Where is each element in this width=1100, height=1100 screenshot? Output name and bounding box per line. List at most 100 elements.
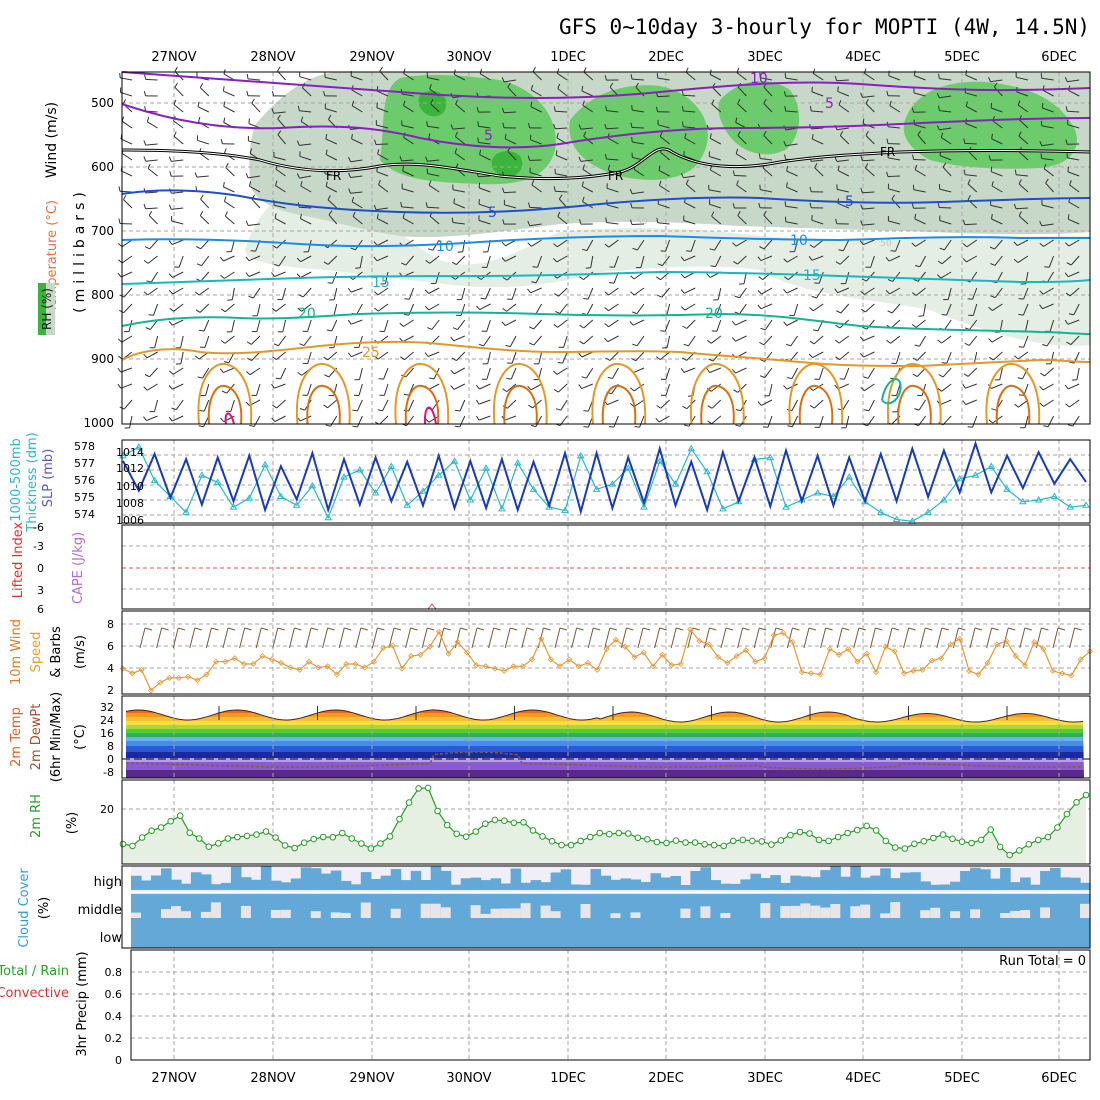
wind-barb-flag — [553, 370, 558, 375]
wind-barb-flag — [1039, 385, 1044, 391]
wind-speed-point — [538, 635, 545, 642]
wind-barb — [890, 335, 901, 344]
wind-barb — [683, 126, 696, 129]
wind-barb-flag — [655, 106, 659, 112]
wind-barb-flag — [425, 202, 428, 208]
wind-barb — [943, 239, 952, 251]
wind-barb-flag — [529, 342, 535, 346]
wind-barb — [273, 111, 286, 114]
wind-barb — [891, 303, 901, 314]
cloud-high-bar — [820, 870, 831, 890]
wind-speed-point — [398, 665, 405, 672]
thickness-point — [466, 496, 475, 503]
wind-barb-flag — [427, 248, 434, 251]
wind-barb-flag — [532, 266, 538, 268]
wind-barb — [504, 415, 517, 421]
precip-tick: 0.4 — [105, 1010, 123, 1023]
rh2m-point — [377, 840, 384, 847]
wind-barb — [915, 239, 926, 247]
wind10m-barb-flag — [908, 627, 916, 631]
rh2m-point — [1035, 836, 1042, 844]
rh2m-point — [386, 833, 394, 840]
wind10m-barb — [720, 627, 727, 649]
wind-barb-flag — [450, 336, 455, 342]
cloud-mid-bar — [700, 893, 711, 918]
wind-barb — [662, 255, 670, 266]
wind-barb-flag — [967, 195, 971, 200]
wind-speed-point — [752, 658, 759, 665]
wind-barb-flag — [297, 105, 300, 111]
ylabel-wind10m-3: & Barbs — [49, 626, 64, 678]
wind-barb — [307, 351, 312, 364]
cloud-mid-gap — [780, 906, 791, 918]
wind-barb — [1067, 171, 1080, 177]
wind-barb-flag — [783, 258, 788, 263]
wind-barb — [149, 239, 158, 250]
wind-barb-flag — [404, 314, 410, 316]
wind-barb — [939, 78, 952, 81]
wind-barb-flag — [168, 321, 173, 326]
wind-barb — [256, 303, 261, 316]
wind-barb — [351, 89, 363, 97]
rh-fill-green — [903, 81, 1077, 169]
wind-barb-flag — [425, 156, 428, 162]
wind-barb-flag — [914, 164, 918, 170]
cloud-high-bar — [360, 872, 372, 890]
wind-barb — [968, 335, 978, 346]
wind-barb — [665, 383, 671, 396]
cloud-mid-gap — [680, 908, 691, 918]
cloud-low-bar — [370, 918, 382, 948]
wind-barb — [556, 72, 568, 81]
cloud-mid-bar — [161, 893, 172, 918]
wind-barb-flag — [963, 169, 966, 175]
wind-barb-flag — [555, 150, 558, 156]
wind-barb — [308, 239, 312, 252]
wind-barb — [613, 255, 619, 268]
wind-barb-flag — [323, 356, 329, 361]
rh2m-point — [243, 832, 251, 840]
wind-barb-flag — [504, 133, 507, 139]
wind-barb — [330, 415, 338, 427]
cloud-high-bar — [500, 883, 512, 890]
rh2m-point — [567, 841, 575, 849]
wind-barb — [129, 415, 133, 428]
cloud-mid-bar — [1040, 893, 1051, 918]
wind-barb-flag — [609, 82, 614, 88]
wind-barb — [248, 255, 261, 262]
wind-barb-flag — [296, 273, 301, 278]
rh2m-point — [825, 837, 832, 845]
wind-barb-flag — [659, 131, 663, 137]
rh2m-point — [539, 833, 546, 840]
wind-barb-flag — [914, 265, 921, 268]
wind-barb-flag — [657, 294, 663, 298]
wind-barb — [273, 204, 286, 209]
cloud-low-bar — [740, 918, 751, 948]
thickness-point — [182, 508, 190, 515]
thickness-point — [529, 485, 538, 492]
wind-barb — [1067, 110, 1080, 113]
wind-barb-flag — [940, 132, 944, 138]
wind-barb-flag — [1017, 377, 1023, 380]
wind-barb-flag — [632, 343, 638, 347]
wind-barb — [428, 303, 440, 311]
wind-barb-flag — [813, 329, 819, 332]
cloud-mid-bar — [560, 893, 572, 918]
li-tick: 0 — [37, 562, 44, 575]
wind-barb — [253, 415, 261, 427]
wind-barb — [863, 335, 875, 342]
thickness-point — [482, 464, 490, 471]
wind-barb — [145, 143, 158, 146]
wind-barb-flag — [300, 213, 302, 219]
wind-barb-flag — [168, 273, 173, 278]
wind-barb — [384, 319, 389, 332]
temp-band — [126, 737, 1084, 741]
wind-barb — [862, 223, 875, 226]
wind-barb-flag — [528, 202, 531, 208]
cloud-low-bar — [1050, 918, 1061, 948]
wind-barb — [711, 399, 722, 409]
wind-barb-flag — [911, 242, 916, 247]
wind-barb-flag — [168, 416, 173, 422]
wind-barb-flag — [630, 74, 633, 80]
wind-barb-flag — [787, 425, 793, 428]
rh2m-point — [577, 837, 585, 845]
